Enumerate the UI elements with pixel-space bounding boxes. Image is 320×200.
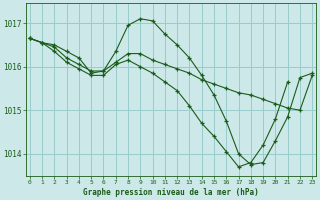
X-axis label: Graphe pression niveau de la mer (hPa): Graphe pression niveau de la mer (hPa) xyxy=(83,188,259,197)
